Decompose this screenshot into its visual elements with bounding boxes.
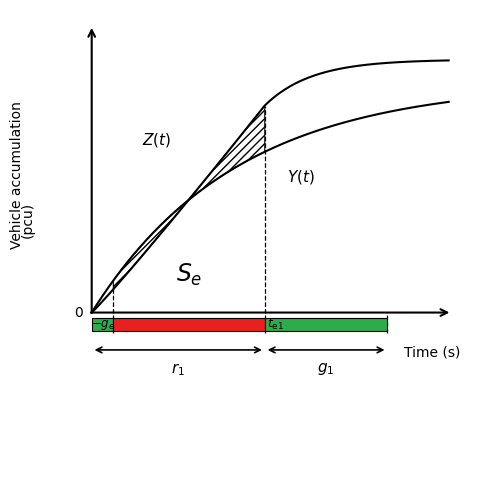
Bar	[265, 318, 387, 331]
Text: $Y(t)$: $Y(t)$	[287, 168, 315, 186]
Text: $-g_e$: $-g_e$	[90, 318, 114, 332]
Text: Vehicle accumulation: Vehicle accumulation	[10, 101, 24, 249]
Text: $\mathit{S}_e$: $\mathit{S}_e$	[176, 262, 202, 288]
Text: 0: 0	[74, 306, 83, 320]
Text: $r_1$: $r_1$	[171, 362, 185, 378]
Polygon shape	[113, 106, 265, 289]
Text: $Z(t)$: $Z(t)$	[142, 131, 171, 149]
Text: $g_1$: $g_1$	[318, 362, 335, 378]
Text: (pcu): (pcu)	[20, 202, 34, 238]
Bar	[92, 318, 113, 331]
Text: Time (s): Time (s)	[404, 346, 461, 360]
Bar	[113, 318, 265, 331]
Text: $t_{\mathrm{e1}}$: $t_{\mathrm{e1}}$	[267, 317, 284, 332]
